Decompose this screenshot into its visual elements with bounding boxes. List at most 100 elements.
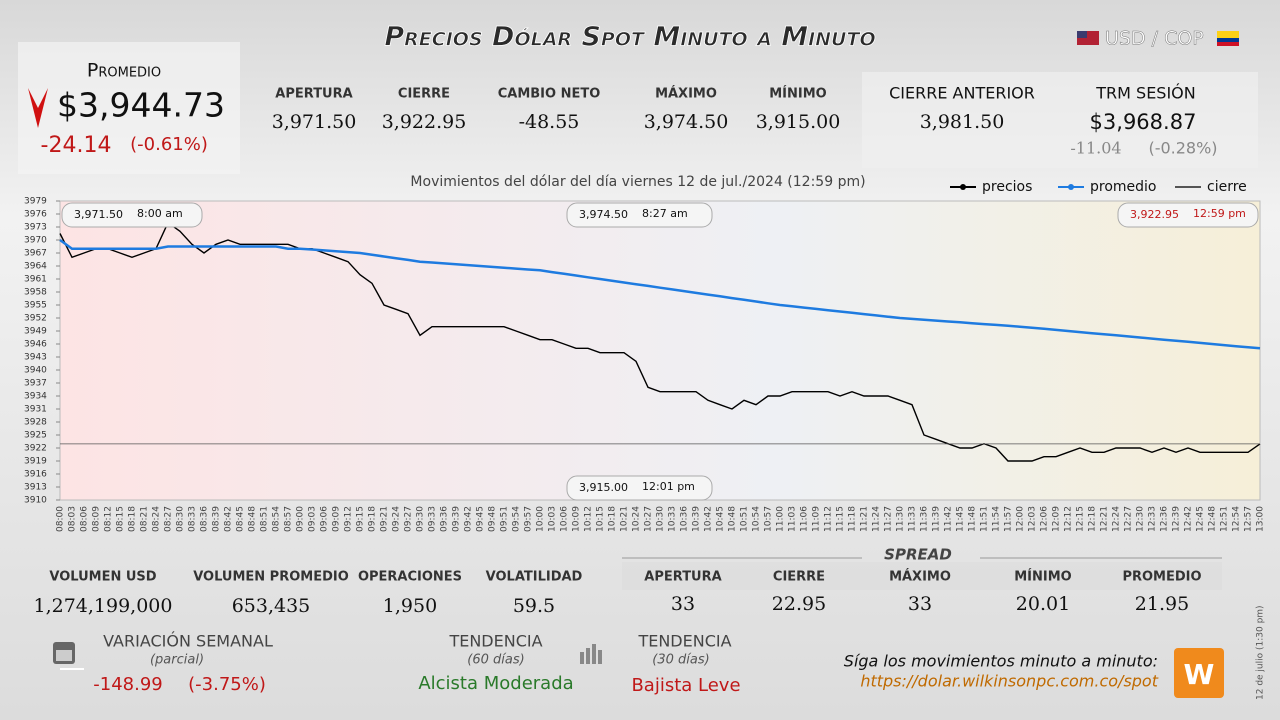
flag-co xyxy=(1217,31,1239,38)
x-tick-label: 08:12 xyxy=(104,506,114,532)
x-tick-label: 12:24 xyxy=(1112,506,1122,532)
x-tick-label: 10:21 xyxy=(620,506,630,532)
trend-icon xyxy=(580,644,602,664)
x-tick-label: 12:39 xyxy=(1172,506,1182,532)
session-label: CIERRE xyxy=(398,87,450,102)
y-tick-label: 3940 xyxy=(24,366,47,376)
x-tick-label: 10:42 xyxy=(704,506,714,532)
annotation-box xyxy=(1117,202,1259,228)
promedio-change-pct: (-0.61%) xyxy=(130,134,208,155)
trend60-label: TENDENCIA xyxy=(448,632,542,651)
spread-label: PROMEDIO xyxy=(1122,570,1201,585)
x-tick-label: 11:54 xyxy=(992,506,1002,532)
spread-panel xyxy=(622,562,1222,590)
weekly-sub: (parcial) xyxy=(150,653,204,668)
x-tick-label: 09:18 xyxy=(368,506,378,532)
spread-value: 33 xyxy=(671,593,695,615)
side-note: 12 de julio (1:30 pm) xyxy=(1256,605,1266,700)
x-tick-label: 08:36 xyxy=(200,506,210,532)
x-tick-label: 09:12 xyxy=(344,506,354,532)
trend30-sub: (30 días) xyxy=(652,653,709,668)
x-tick-label: 12:36 xyxy=(1160,506,1170,532)
y-tick-label: 3970 xyxy=(24,236,47,246)
session-value: 3,974.50 xyxy=(644,111,729,133)
trend30-label: TENDENCIA xyxy=(637,632,731,651)
x-tick-label: 12:12 xyxy=(1064,506,1074,532)
x-tick-label: 08:09 xyxy=(92,506,102,532)
x-tick-label: 08:48 xyxy=(248,506,258,532)
x-tick-label: 08:30 xyxy=(176,506,186,532)
x-tick-label: 08:24 xyxy=(152,506,162,532)
x-tick-label: 08:54 xyxy=(272,506,282,532)
y-tick-label: 3934 xyxy=(24,392,47,402)
footer-url[interactable]: https://dolar.wilkinsonpc.com.co/spot xyxy=(860,672,1158,691)
x-tick-label: 10:48 xyxy=(728,506,738,532)
weekly-change: -148.99 xyxy=(93,674,162,695)
logo xyxy=(1174,648,1224,698)
legend-label: cierre xyxy=(1207,179,1247,195)
x-tick-label: 08:57 xyxy=(284,506,294,532)
stat-label: VOLUMEN PROMEDIO xyxy=(193,570,349,585)
stat-value: 653,435 xyxy=(232,595,311,617)
spread-value: 21.95 xyxy=(1135,593,1189,615)
x-tick-label: 11:30 xyxy=(896,506,906,532)
x-tick-label: 12:51 xyxy=(1220,506,1230,532)
x-tick-label: 12:33 xyxy=(1148,506,1158,532)
x-tick-label: 11:06 xyxy=(800,506,810,532)
legend-dot xyxy=(960,184,966,190)
x-tick-label: 10:57 xyxy=(764,506,774,532)
x-tick-label: 11:36 xyxy=(920,506,930,532)
x-tick-label: 11:57 xyxy=(1004,506,1014,532)
legend-dot xyxy=(1068,184,1074,190)
y-tick-label: 3973 xyxy=(24,223,47,233)
x-tick-label: 09:51 xyxy=(500,506,510,532)
x-tick-label: 08:27 xyxy=(164,506,174,532)
x-tick-label: 09:24 xyxy=(392,506,402,532)
x-tick-label: 11:18 xyxy=(848,506,858,532)
x-tick-label: 09:27 xyxy=(404,506,414,532)
x-tick-label: 12:45 xyxy=(1196,506,1206,532)
y-tick-label: 3928 xyxy=(24,418,47,428)
trend60-value: Alcista Moderada xyxy=(418,673,573,694)
y-tick-label: 3958 xyxy=(24,288,47,298)
x-tick-label: 11:33 xyxy=(908,506,918,532)
trm-change-pct: (-0.28%) xyxy=(1148,139,1217,158)
x-tick-label: 12:42 xyxy=(1184,506,1194,532)
spread-label: MÍNIMO xyxy=(1014,569,1071,585)
stat-value: 1,950 xyxy=(383,595,437,617)
series-line xyxy=(59,238,1261,350)
spread-label: CIERRE xyxy=(773,570,825,585)
x-tick-label: 09:30 xyxy=(416,506,426,532)
x-tick-label: 09:36 xyxy=(440,506,450,532)
prev-panel xyxy=(862,72,1258,168)
stat-label: VOLATILIDAD xyxy=(486,570,583,585)
x-tick-label: 11:24 xyxy=(872,506,882,532)
y-tick-label: 3943 xyxy=(24,353,47,363)
annotation-time: 8:00 am xyxy=(137,207,183,220)
y-tick-label: 3910 xyxy=(24,496,47,506)
promedio-label: Promedio xyxy=(87,60,161,82)
x-tick-label: 11:27 xyxy=(884,506,894,532)
x-tick-label: 12:30 xyxy=(1136,506,1146,532)
x-tick-label: 10:30 xyxy=(656,506,666,532)
prev-value: 3,981.50 xyxy=(920,111,1005,133)
x-tick-label: 11:48 xyxy=(968,506,978,532)
session-value: 3,971.50 xyxy=(272,111,357,133)
trend30-value: Bajista Leve xyxy=(631,675,740,696)
x-tick-label: 08:51 xyxy=(260,506,270,532)
spread-value: 33 xyxy=(908,593,932,615)
stat-value: 1,274,199,000 xyxy=(33,595,172,617)
x-tick-label: 11:21 xyxy=(860,506,870,532)
annotation-box xyxy=(566,475,713,501)
down-arrow xyxy=(28,88,48,128)
spread-label: APERTURA xyxy=(644,570,721,585)
x-tick-label: 10:03 xyxy=(548,506,558,532)
x-tick-label: 10:27 xyxy=(644,506,654,532)
x-tick-label: 12:21 xyxy=(1100,506,1110,532)
x-tick-label: 08:33 xyxy=(188,506,198,532)
trm-label: TRM SESIÓN xyxy=(1095,84,1195,103)
x-tick-label: 11:12 xyxy=(824,506,834,532)
x-tick-label: 09:48 xyxy=(488,506,498,532)
x-tick-label: 11:42 xyxy=(944,506,954,532)
spread-value: 22.95 xyxy=(772,593,826,615)
